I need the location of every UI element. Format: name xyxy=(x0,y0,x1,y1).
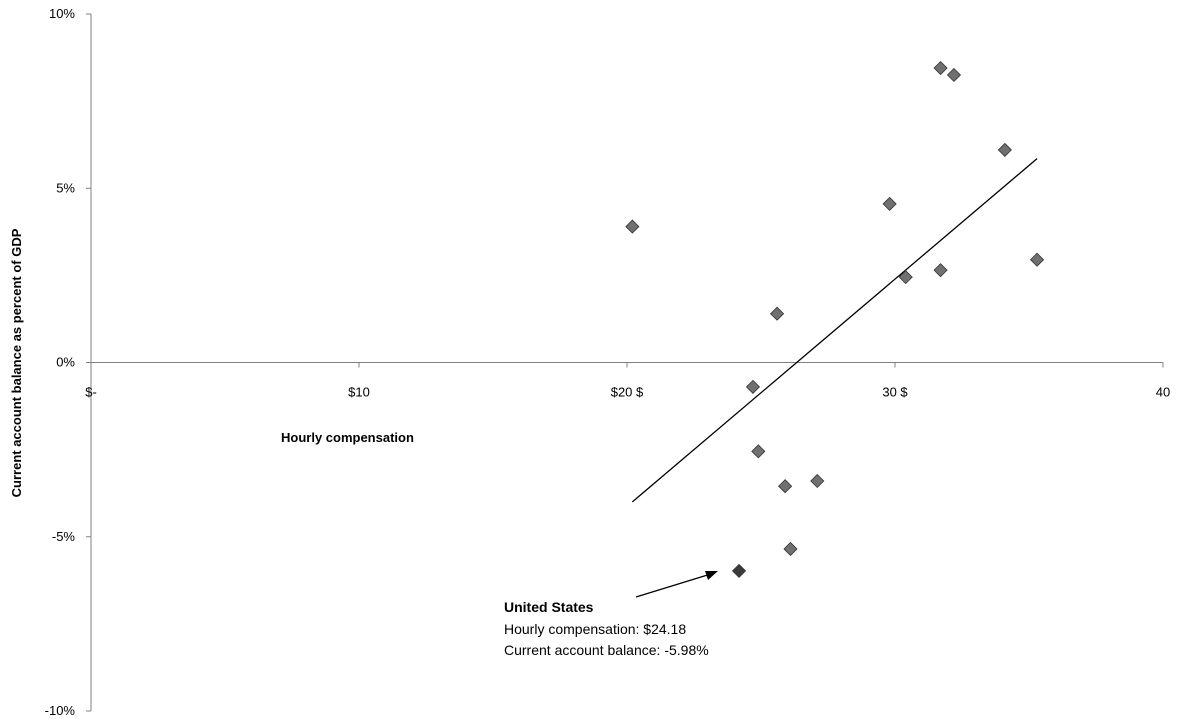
data-points xyxy=(625,60,1045,578)
trendline xyxy=(631,158,1038,503)
y-tick-label: 10% xyxy=(49,6,75,21)
data-point xyxy=(778,479,793,494)
data-point xyxy=(1029,252,1045,267)
y-axis-title: Current account balance as percent of GD… xyxy=(9,228,24,497)
annotation-balance: Current account balance: -5.98% xyxy=(504,642,709,658)
x-tick-label: $- xyxy=(85,385,97,400)
trendline-group xyxy=(631,158,1038,503)
x-tick-label: $10 xyxy=(348,385,370,400)
data-point xyxy=(810,473,825,489)
annotation-compensation: Hourly compensation: $24.18 xyxy=(504,621,686,637)
x-tick-label: 40 xyxy=(1156,385,1170,400)
y-tick-label: -10% xyxy=(45,703,76,718)
data-point xyxy=(770,306,785,321)
x-tick-label: $20 $ xyxy=(611,385,644,400)
data-point xyxy=(933,60,948,76)
data-point xyxy=(933,263,948,278)
data-point xyxy=(997,142,1012,157)
tick-labels: 10% 5% 0% -5% -10% $- $10 $20 $ 30 $ 40 xyxy=(45,6,1171,718)
annotation-title: United States xyxy=(504,599,594,615)
data-point xyxy=(625,219,640,234)
axes xyxy=(86,13,1164,712)
data-point xyxy=(946,67,962,83)
data-point xyxy=(745,379,761,394)
annotation: United States Hourly compensation: $24.1… xyxy=(504,571,718,658)
y-tick-label: 5% xyxy=(56,180,75,195)
annotation-arrowhead xyxy=(705,571,718,580)
y-tick-label: 0% xyxy=(56,355,75,370)
x-axis-title: Hourly compensation xyxy=(281,430,414,445)
data-point xyxy=(751,444,766,459)
data-point xyxy=(882,196,897,211)
highlight-point-united-states xyxy=(731,563,747,578)
y-tick-label: -5% xyxy=(52,529,76,544)
data-point xyxy=(898,270,913,285)
data-point xyxy=(783,541,798,557)
x-tick-label: 30 $ xyxy=(882,385,908,400)
annotation-arrow xyxy=(635,572,715,598)
